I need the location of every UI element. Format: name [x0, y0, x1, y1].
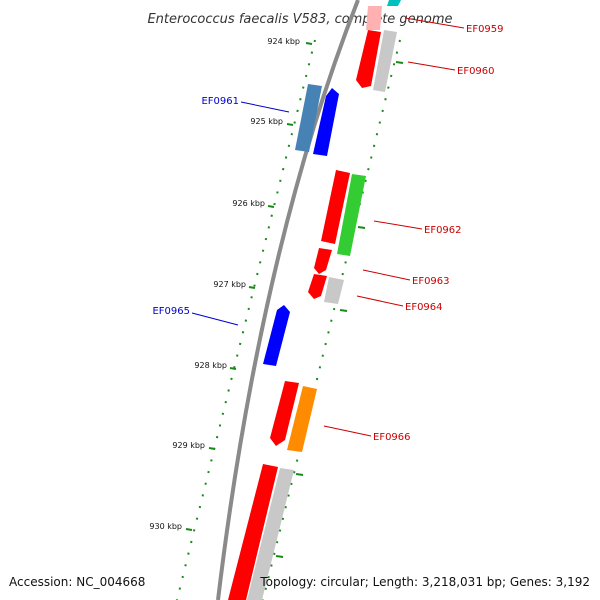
gene-feature-top-cyan: [387, 0, 401, 6]
leader-ef0959: [404, 17, 465, 29]
gene-feature-red-4: [270, 381, 299, 446]
gene-label-ef0962[interactable]: EF0962: [424, 225, 462, 236]
kbp-label: 927 kbp: [213, 280, 246, 289]
gene-feature-ef0961: [313, 88, 339, 156]
kbp-label: 925 kbp: [250, 117, 283, 126]
gene-label-ef0959[interactable]: EF0959: [466, 24, 504, 35]
outer-tick-row: [262, 39, 401, 600]
kbp-ruler: 924 kbp 925 kbp 926 kbp 927 kbp 928 kbp …: [149, 37, 300, 531]
genome-backbone: [216, 0, 360, 600]
accession-text: Accession: NC_004668: [9, 575, 145, 589]
gene-feature-ef0963: [314, 248, 332, 274]
kbp-label: 930 kbp: [149, 522, 182, 531]
gene-feature-ef0961a: [295, 84, 322, 152]
genome-summary: Topology: circular; Length: 3,218,031 bp…: [259, 575, 590, 589]
leader-ef0963: [362, 269, 411, 281]
gene-feature-ef0962: [337, 174, 366, 256]
kbp-label: 924 kbp: [267, 37, 300, 46]
gene-feature-red-1: [356, 30, 381, 88]
label-leaders: [191, 17, 465, 437]
gene-label-ef0966[interactable]: EF0966: [373, 432, 411, 443]
gene-feature-ef0966: [287, 386, 317, 452]
leader-ef0964: [356, 295, 404, 307]
gene-labels: EF0959 EF0960 EF0961 EF0962 EF0963 EF096…: [152, 24, 503, 443]
kbp-label: 926 kbp: [232, 199, 265, 208]
gene-label-ef0964[interactable]: EF0964: [405, 302, 443, 313]
gene-feature-ef0959: [366, 6, 382, 30]
leader-ef0962: [373, 220, 423, 230]
gene-label-ef0961[interactable]: EF0961: [201, 96, 239, 107]
inner-tick-row: [176, 39, 316, 600]
gene-feature-ef0964: [324, 277, 344, 304]
gene-feature-red-5: [228, 464, 278, 600]
leader-ef0966: [323, 425, 372, 437]
leader-ef0961: [240, 101, 290, 113]
gene-features: [228, 0, 401, 600]
gene-feature-ef0965: [263, 305, 290, 366]
gene-feature-red-3: [308, 274, 327, 299]
leader-ef0965: [191, 312, 239, 326]
gene-label-ef0965[interactable]: EF0965: [152, 306, 190, 317]
gene-label-ef0960[interactable]: EF0960: [457, 66, 495, 77]
kbp-label: 928 kbp: [194, 361, 227, 370]
kbp-label: 929 kbp: [172, 441, 205, 450]
genome-title: Enterococcus faecalis V583, complete gen…: [147, 12, 452, 27]
kbp-major-ticks: [185, 42, 404, 558]
gene-feature-ef0960: [373, 30, 397, 92]
gene-feature-grey-bottom: [247, 468, 294, 600]
gene-label-ef0963[interactable]: EF0963: [412, 276, 450, 287]
leader-ef0960: [407, 61, 456, 71]
gene-feature-red-2: [321, 170, 350, 244]
